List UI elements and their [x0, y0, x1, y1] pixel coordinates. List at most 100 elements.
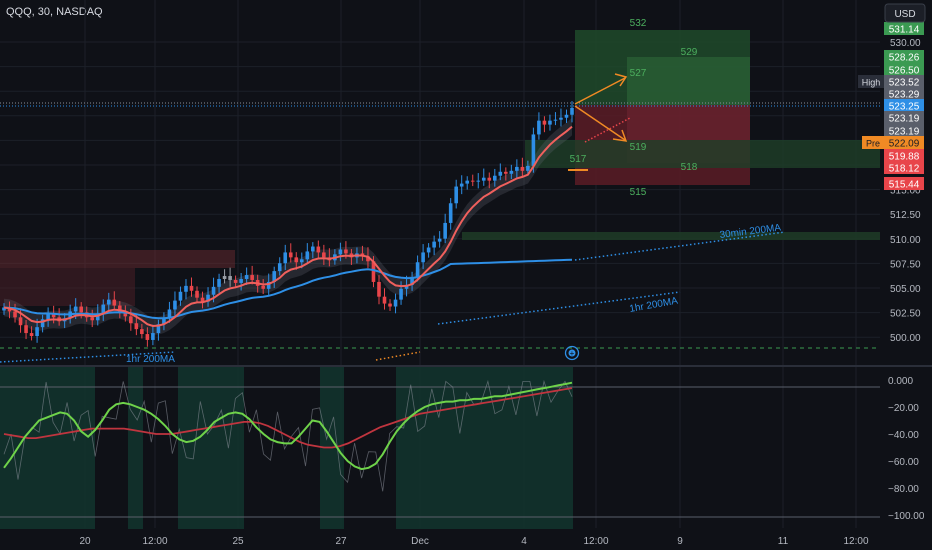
level-label-515: 515	[630, 187, 647, 198]
time-tick: 12:00	[583, 536, 608, 547]
oscillator-axis[interactable]: 0.000 −20.00 −40.00 −60.00 −80.00 −100.00	[888, 376, 925, 522]
candle-body	[509, 170, 514, 174]
candle-body	[167, 309, 172, 319]
osc-highlight-3	[178, 367, 244, 529]
candle-body	[559, 117, 563, 120]
price-label-prefix: High	[862, 78, 881, 88]
arrow-down-head	[612, 129, 628, 142]
candle-body	[388, 303, 392, 307]
ema-slow-line	[3, 258, 573, 320]
candle-body	[487, 177, 492, 181]
price-label-text: 531.14	[889, 25, 920, 36]
price-label-text: 522.09	[889, 139, 920, 150]
candle-body	[233, 279, 238, 283]
osc-highlight-1	[0, 367, 95, 529]
candle-body	[454, 186, 458, 204]
price-label-text: 526.50	[889, 66, 920, 77]
candle-body	[173, 300, 177, 310]
candle-body	[184, 285, 188, 292]
price-label-prefix-box	[858, 75, 884, 88]
ma-1hr-200-line-upper	[437, 291, 681, 325]
time-axis[interactable]: 20 12:00 25 27 Dec 4 12:00 9 11 12:00	[79, 536, 869, 547]
price-tick: 500.00	[890, 333, 921, 344]
candle-body	[531, 134, 536, 166]
candle-body	[492, 175, 497, 181]
level-label-518: 518	[681, 162, 698, 173]
candle-body	[73, 306, 78, 312]
target-green-zone-inner	[627, 57, 750, 105]
candle-body	[140, 329, 144, 335]
osc-tick: −40.00	[888, 430, 919, 441]
osc-tick: −80.00	[888, 484, 919, 495]
candle-body	[277, 263, 282, 272]
orange-dotted-line	[375, 351, 421, 361]
price-label-text: 519.88	[889, 152, 920, 163]
price-tick: 510.00	[890, 235, 921, 246]
time-tick: 20	[79, 536, 91, 547]
candle-body	[112, 299, 117, 306]
time-tick: 4	[521, 536, 527, 547]
price-label-box	[884, 50, 924, 63]
ma-30min-200-line	[574, 231, 786, 261]
price-label-box	[884, 63, 924, 76]
price-label-text: 515.44	[889, 180, 920, 191]
candle-body	[40, 319, 45, 328]
chart-title: QQQ, 30, NASDAQ	[6, 6, 103, 18]
candles	[2, 101, 574, 347]
ma-support-zone	[462, 232, 880, 240]
candle-body	[261, 285, 265, 289]
price-label-box	[884, 75, 924, 88]
candle-body	[95, 313, 100, 321]
candle-body	[7, 307, 12, 312]
osc-fast-line	[3, 381, 573, 471]
candle-body	[283, 252, 288, 264]
osc-highlight-2	[128, 367, 143, 529]
candle-body	[415, 262, 420, 278]
left-resistance-zone	[0, 250, 235, 268]
candle-body	[272, 271, 277, 282]
add-alert-button[interactable]: +	[564, 345, 580, 361]
candle-body	[244, 275, 249, 279]
candle-body	[35, 327, 39, 337]
candle-body	[448, 203, 453, 223]
candle-body	[195, 290, 199, 298]
level-label-519: 519	[630, 142, 647, 153]
candle-body	[145, 334, 150, 340]
price-tick: 515.00	[890, 186, 921, 197]
annotation-1hr-200ma-lower: 1hr 200MA	[126, 354, 175, 365]
currency-button[interactable]: USD	[884, 3, 926, 23]
candle-body	[79, 306, 84, 313]
candle-body	[250, 275, 254, 280]
oscillator-pane	[0, 367, 880, 529]
candle-body	[443, 222, 447, 239]
candle-body	[553, 119, 558, 121]
candle-body	[305, 251, 310, 260]
price-label-box	[884, 22, 924, 35]
candle-body	[498, 171, 503, 176]
candle-body	[299, 259, 304, 263]
candle-body	[2, 307, 6, 311]
osc-slow-line	[3, 387, 573, 449]
candle-body	[520, 166, 525, 171]
candle-body	[322, 252, 326, 258]
candle-body	[46, 313, 50, 320]
candle-body	[377, 281, 381, 297]
price-tick: 502.50	[890, 309, 921, 320]
price-label-box	[884, 161, 924, 174]
candle-body	[465, 180, 470, 184]
price-label-text: 523.19	[889, 127, 920, 138]
time-tick: 12:00	[843, 536, 868, 547]
candle-body	[476, 180, 481, 182]
price-label-prefix: Pre	[866, 139, 880, 149]
arrow-dotted	[584, 117, 631, 143]
ema-fast-line	[3, 125, 573, 328]
price-label-text: 523.25	[889, 102, 920, 113]
candle-body	[399, 288, 403, 300]
candle-body	[294, 257, 299, 263]
candle-body	[481, 177, 486, 181]
candle-body	[51, 313, 56, 318]
osc-tick: 0.000	[888, 376, 913, 387]
candle-body	[106, 299, 111, 305]
